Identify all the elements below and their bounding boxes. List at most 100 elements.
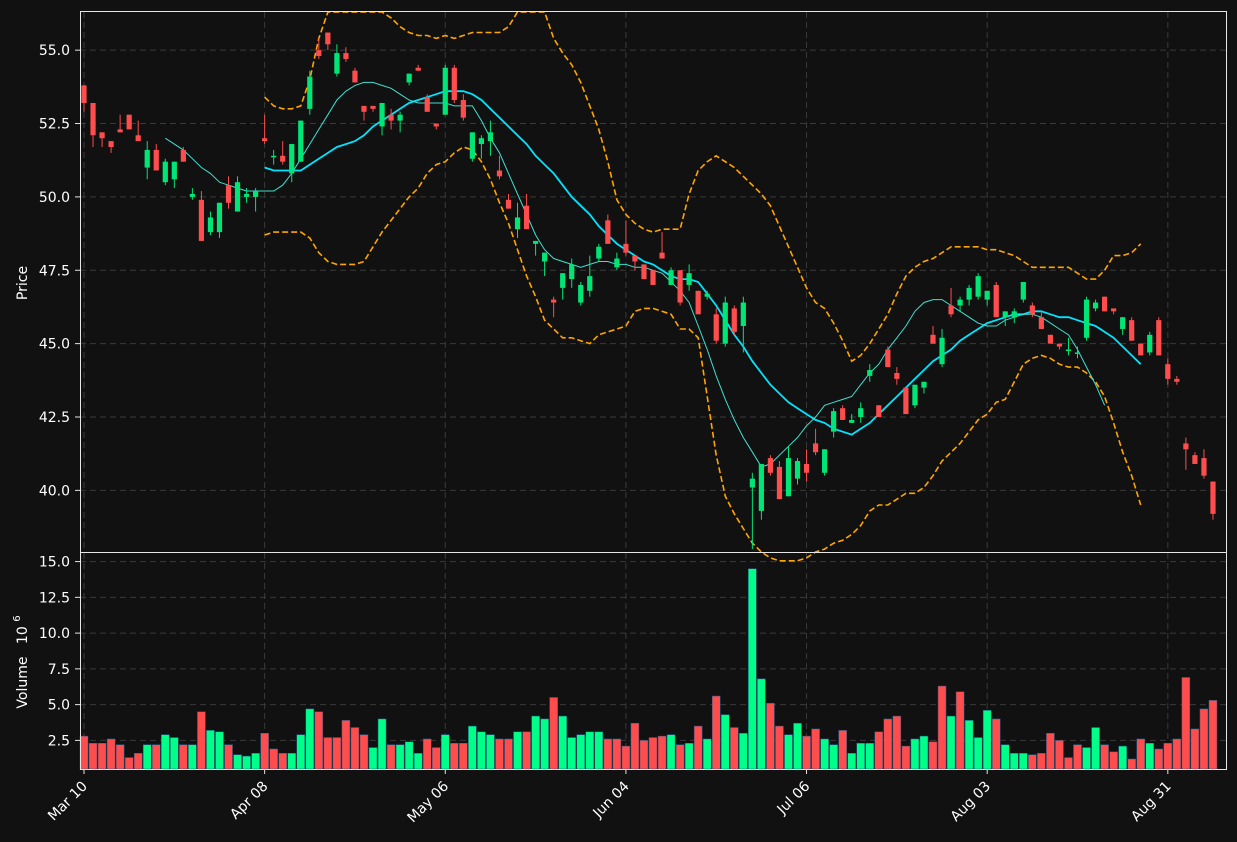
- candle-body: [623, 243, 629, 253]
- volume-bar: [892, 715, 902, 770]
- candle: [966, 284, 972, 306]
- volume-bar: [395, 744, 405, 770]
- candle: [560, 273, 566, 300]
- candle-body: [659, 252, 665, 259]
- candle-body: [406, 73, 412, 83]
- candle-body: [876, 405, 882, 417]
- candle-body: [596, 246, 602, 259]
- candle-body: [1092, 302, 1099, 309]
- volume-bar: [1181, 677, 1191, 770]
- candle: [478, 135, 484, 159]
- volume-bar: [251, 753, 260, 770]
- volume-bar: [675, 744, 685, 770]
- candle-body: [442, 67, 448, 115]
- candle-body: [207, 217, 214, 233]
- volume-bar: [79, 735, 89, 770]
- volume-y-axis: 2.5 5.0 7.5 10.0 12.5 15.0: [39, 555, 80, 749]
- candle-body: [117, 129, 123, 133]
- volume-bar: [179, 744, 188, 770]
- candle: [632, 255, 638, 271]
- candle: [578, 282, 584, 306]
- candle: [1029, 302, 1035, 318]
- candle: [668, 267, 674, 285]
- candle: [117, 114, 123, 133]
- candle-body: [930, 334, 936, 344]
- candle-body: [641, 264, 647, 280]
- volume-bar: [170, 737, 179, 770]
- candle-body: [370, 105, 376, 109]
- volume-bar: [549, 697, 558, 770]
- candle-body: [496, 170, 503, 177]
- candle: [523, 193, 530, 230]
- candle-body: [885, 349, 891, 368]
- volume-bar: [639, 740, 649, 770]
- candle: [1092, 299, 1099, 312]
- candle: [975, 273, 981, 300]
- volume-bar: [314, 711, 324, 770]
- candle: [650, 270, 656, 285]
- volume-bar: [1064, 757, 1073, 770]
- candle-body: [1065, 349, 1072, 351]
- candle-body: [451, 67, 457, 101]
- volume-bar: [721, 714, 730, 770]
- candle-body: [740, 302, 746, 327]
- volume-bar: [757, 678, 766, 770]
- candle: [840, 405, 846, 420]
- candle: [379, 102, 385, 136]
- candle-body: [849, 419, 855, 423]
- candle-body: [460, 100, 466, 118]
- volume-bar: [856, 743, 865, 770]
- candle: [108, 141, 114, 153]
- candle-body: [514, 217, 521, 230]
- candle-body: [1002, 311, 1008, 318]
- candle: [885, 346, 891, 368]
- candle-body: [289, 144, 295, 174]
- candle-body: [785, 458, 792, 497]
- candle: [740, 296, 746, 353]
- moving-average-line: [264, 90, 1142, 436]
- candle-body: [505, 199, 512, 209]
- volume-bar: [1172, 738, 1182, 770]
- volume-bar: [1109, 751, 1118, 770]
- candle-body: [81, 85, 87, 103]
- candle-body: [776, 466, 783, 500]
- candle: [271, 149, 277, 165]
- candle: [162, 158, 168, 186]
- candle-body: [532, 240, 539, 244]
- candle: [135, 120, 141, 142]
- candle-body: [686, 273, 692, 285]
- candle-body: [108, 141, 114, 147]
- candle: [1174, 375, 1180, 385]
- candle: [198, 191, 205, 241]
- candle: [1074, 346, 1081, 359]
- volume-bar: [1199, 708, 1209, 770]
- candle-body: [379, 102, 385, 127]
- volume-bar: [874, 731, 884, 770]
- candle: [641, 264, 647, 280]
- candle-body: [1101, 296, 1108, 312]
- volume-bar: [477, 731, 486, 770]
- price-tick-label: 40.0: [39, 483, 70, 499]
- candle: [505, 193, 512, 209]
- candle: [587, 255, 593, 297]
- candle-body: [704, 293, 710, 297]
- volume-grid: [80, 553, 1226, 769]
- candle-body: [1201, 458, 1207, 476]
- candle: [858, 402, 864, 423]
- candle: [957, 296, 963, 312]
- volume-bar: [946, 715, 956, 770]
- candle: [99, 132, 105, 147]
- candle-body: [162, 161, 168, 183]
- candle: [677, 270, 683, 306]
- price-axis-title: Price: [15, 266, 31, 300]
- volume-bar: [775, 725, 784, 770]
- volume-bar: [1010, 753, 1019, 770]
- volume-bar: [982, 710, 992, 770]
- candle: [569, 258, 575, 288]
- candle: [1201, 449, 1207, 479]
- candle: [1083, 296, 1090, 341]
- candle-body: [243, 193, 250, 197]
- candle-body: [361, 105, 367, 112]
- candle: [1120, 317, 1126, 335]
- volume-axis-label: Volume: [15, 657, 31, 709]
